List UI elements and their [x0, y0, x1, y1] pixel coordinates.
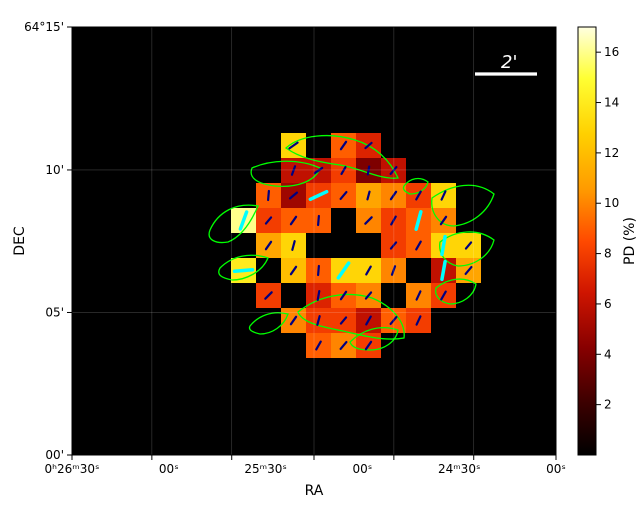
- x-tick-label: 24ᵐ30ˢ: [438, 462, 481, 476]
- x-tick-label: 25ᵐ30ˢ: [244, 462, 287, 476]
- colorbar-tick-label: 10: [604, 196, 619, 210]
- polarization-vector: [318, 291, 320, 300]
- x-tick-label: 0ʰ26ᵐ30ˢ: [45, 462, 100, 476]
- colorbar-label: PD (%): [622, 217, 638, 265]
- y-axis: 00' 05' 10' 64°15': [24, 20, 72, 462]
- colorbar-ticks: 2 4 6 8 10 12 14 16: [596, 45, 619, 411]
- colorbar-tick-label: 12: [604, 146, 619, 160]
- y-tick-label: 64°15': [24, 20, 64, 34]
- x-axis-label: RA: [305, 483, 324, 499]
- colorbar-tick-label: 4: [604, 347, 612, 361]
- y-tick-label: 05': [45, 305, 64, 319]
- polarization-vector: [318, 266, 319, 275]
- y-tick-label: 10': [45, 163, 64, 177]
- polarization-vector: [318, 216, 319, 225]
- x-axis: 0ʰ26ᵐ30ˢ 00ˢ 25ᵐ30ˢ 00ˢ 24ᵐ30ˢ 00ˢ: [45, 455, 566, 476]
- colorbar-tick-label: 6: [604, 297, 612, 311]
- polarization-vector: [368, 167, 369, 175]
- y-axis-label: DEC: [12, 226, 28, 256]
- x-tick-label: 00ˢ: [353, 462, 373, 476]
- figure: 2' 0ʰ26ᵐ30ˢ 00ˢ 25ᵐ30ˢ 00ˢ 24ᵐ30ˢ 00ˢ 00' 05' 1…: [0, 0, 640, 513]
- y-tick-label: 00': [45, 448, 64, 462]
- scale-bar-label: 2': [501, 52, 517, 73]
- polarization-vector: [235, 270, 253, 272]
- x-tick-label: 00ˢ: [546, 462, 566, 476]
- polarization-vector: [268, 191, 269, 200]
- x-tick-label: 00ˢ: [159, 462, 179, 476]
- colorbar: [578, 27, 596, 455]
- colorbar-tick-label: 16: [604, 45, 619, 59]
- colorbar-tick-label: 2: [604, 398, 612, 412]
- colorbar-tick-label: 14: [604, 96, 619, 110]
- colorbar-tick-label: 8: [604, 247, 612, 261]
